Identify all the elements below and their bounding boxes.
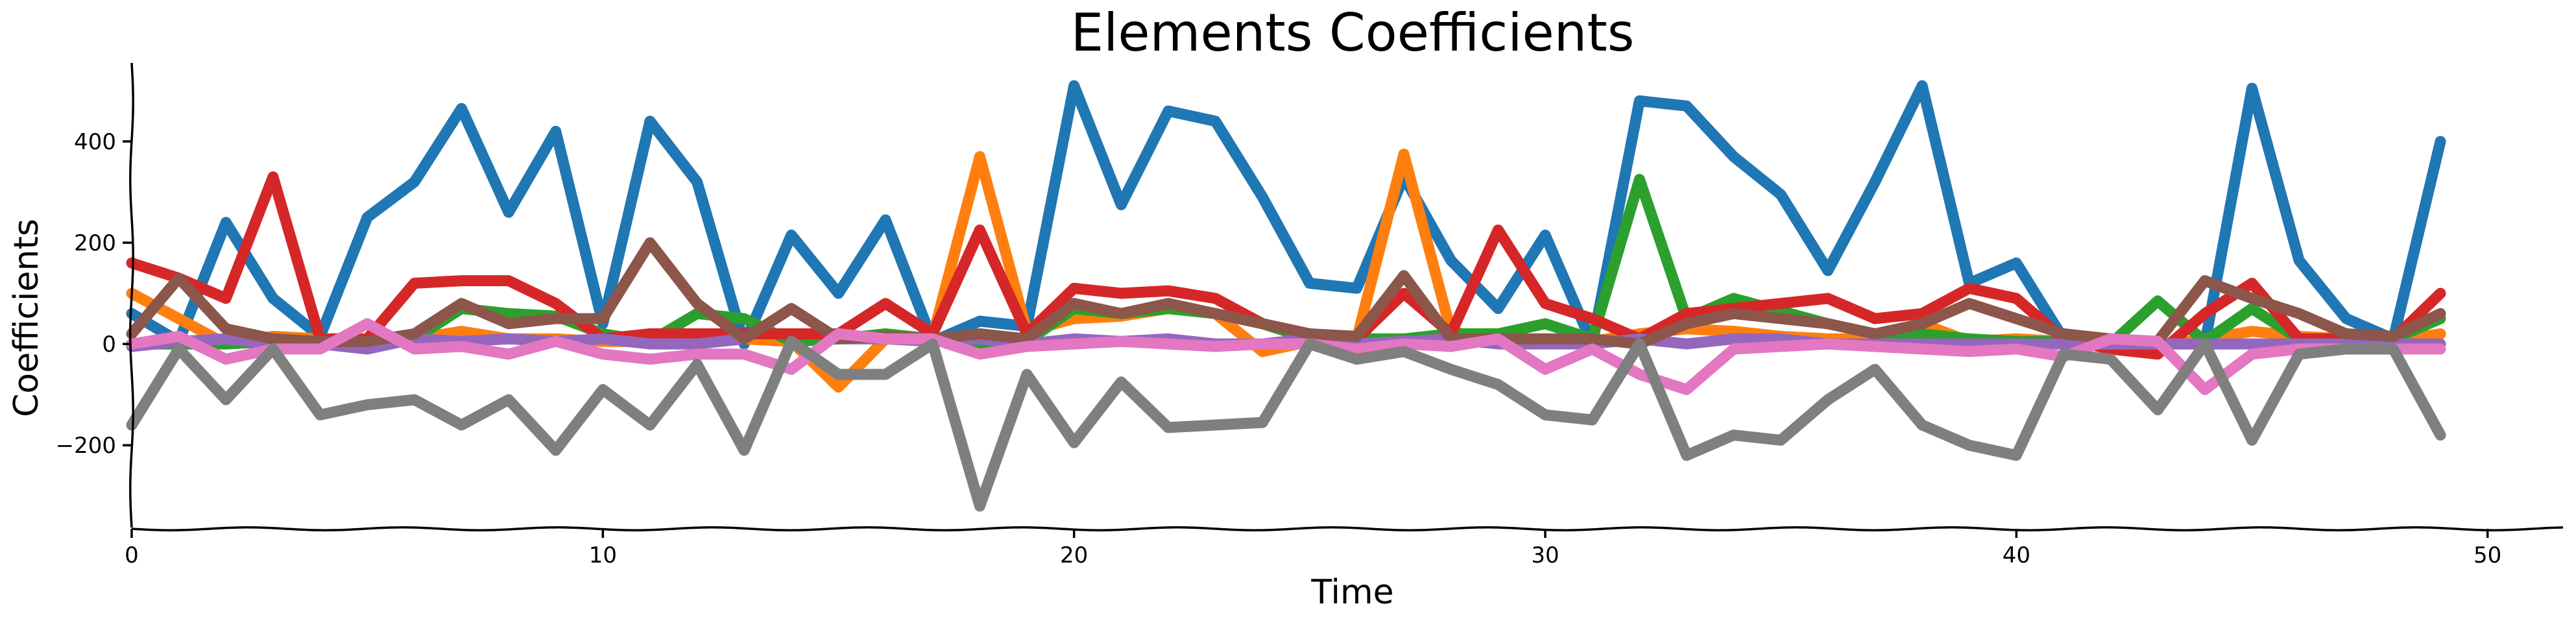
series-line-8 <box>126 335 2446 512</box>
x-tick-label: 20 <box>1060 542 1088 568</box>
y-axis-line <box>129 62 134 528</box>
x-axis-line <box>131 526 2564 531</box>
y-axis-label: Coefficients <box>7 219 46 417</box>
series-line-7 <box>126 318 2446 395</box>
y-tick-label: −200 <box>56 433 116 459</box>
x-tick-label: 10 <box>589 542 617 568</box>
x-tick-label: 0 <box>125 542 139 568</box>
y-tick-label: 200 <box>74 230 116 256</box>
x-axis-ticks: 0 10 20 30 40 50 <box>125 529 2501 568</box>
x-axis-label: Time <box>1310 573 1393 612</box>
chart-title: Elements Coefficients <box>1071 3 1635 63</box>
y-tick-label: 0 <box>102 332 116 358</box>
y-axis-ticks: −200 0 200 400 <box>56 129 132 459</box>
x-tick-label: 50 <box>2474 542 2501 568</box>
series-line-6 <box>126 237 2446 350</box>
x-tick-label: 30 <box>1531 542 1559 568</box>
y-tick-label: 400 <box>74 129 116 155</box>
x-tick-label: 40 <box>2003 542 2030 568</box>
series-line-3 <box>126 174 2446 350</box>
series-layer <box>126 80 2446 512</box>
